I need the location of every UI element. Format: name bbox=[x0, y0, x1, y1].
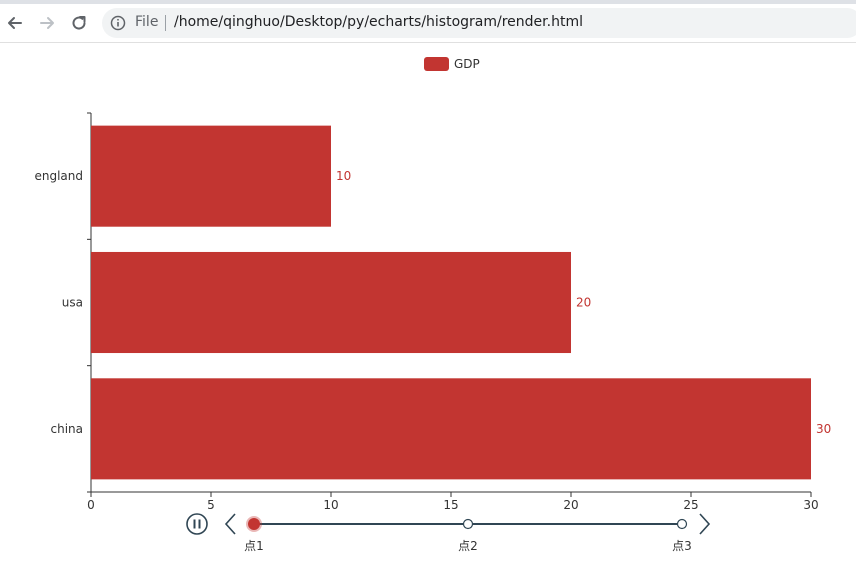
url-text[interactable]: /home/qinghuo/Desktop/py/echarts/histogr… bbox=[174, 14, 583, 30]
url-separator bbox=[165, 15, 166, 31]
timeline-point-label[interactable]: 点3 bbox=[672, 539, 692, 553]
reload-button[interactable] bbox=[66, 10, 92, 36]
x-tick-label: 10 bbox=[323, 498, 338, 512]
browser-toolbar: File /home/qinghuo/Desktop/py/echarts/hi… bbox=[0, 4, 856, 43]
gdp-bar-chart: GDP 0 5 10 15 20 25 30 10 england 20 usa 30 china 点1… bbox=[34, 57, 831, 553]
plot-area: 0 5 10 15 20 25 30 10 england 20 usa 30 china bbox=[34, 112, 831, 512]
pause-icon bbox=[198, 519, 201, 529]
chart-legend[interactable]: GDP bbox=[424, 57, 480, 71]
next-chevron-icon[interactable] bbox=[699, 513, 711, 535]
timeline-point[interactable] bbox=[462, 518, 474, 530]
legend-swatch-gdp[interactable] bbox=[424, 57, 449, 71]
timeline-point-label[interactable]: 点2 bbox=[458, 539, 478, 553]
bar-england[interactable] bbox=[91, 125, 331, 227]
back-button[interactable] bbox=[2, 10, 28, 36]
timeline-point-active[interactable] bbox=[248, 518, 260, 530]
x-tick-label: 25 bbox=[683, 498, 698, 512]
back-arrow-icon bbox=[8, 17, 22, 29]
x-tick-label: 20 bbox=[563, 498, 578, 512]
forward-button[interactable] bbox=[34, 10, 60, 36]
timeline-point[interactable] bbox=[676, 518, 688, 530]
url-scheme-label: File bbox=[135, 14, 159, 30]
reload-icon bbox=[72, 16, 86, 30]
info-icon[interactable] bbox=[110, 15, 126, 31]
prev-chevron-icon[interactable] bbox=[224, 513, 236, 535]
x-tick-label: 30 bbox=[803, 498, 818, 512]
bar-value-label: 10 bbox=[336, 169, 351, 183]
y-tick-label: china bbox=[51, 422, 84, 436]
x-tick-label: 0 bbox=[87, 498, 95, 512]
browser-tab-strip bbox=[0, 0, 856, 4]
pause-button[interactable] bbox=[186, 513, 208, 535]
timeline-point-label[interactable]: 点1 bbox=[244, 539, 264, 553]
timeline-control: 点1 点2 点3 bbox=[186, 513, 711, 553]
legend-label-gdp[interactable]: GDP bbox=[454, 57, 480, 71]
x-tick-label: 15 bbox=[443, 498, 458, 512]
bar-usa[interactable] bbox=[91, 251, 571, 354]
x-tick-label: 5 bbox=[207, 498, 215, 512]
pause-icon-ring bbox=[186, 513, 208, 535]
bar-value-label: 30 bbox=[816, 422, 831, 436]
address-bar[interactable]: File /home/qinghuo/Desktop/py/echarts/hi… bbox=[102, 8, 856, 38]
page-content: GDP 0 5 10 15 20 25 30 10 england 20 usa 30 china 点1… bbox=[0, 43, 856, 563]
bar-value-label: 20 bbox=[576, 296, 591, 310]
pause-icon bbox=[193, 519, 196, 529]
bar-china[interactable] bbox=[91, 378, 811, 480]
y-tick-label: england bbox=[34, 169, 83, 183]
y-tick-label: usa bbox=[62, 296, 83, 310]
forward-arrow-icon bbox=[40, 17, 54, 29]
